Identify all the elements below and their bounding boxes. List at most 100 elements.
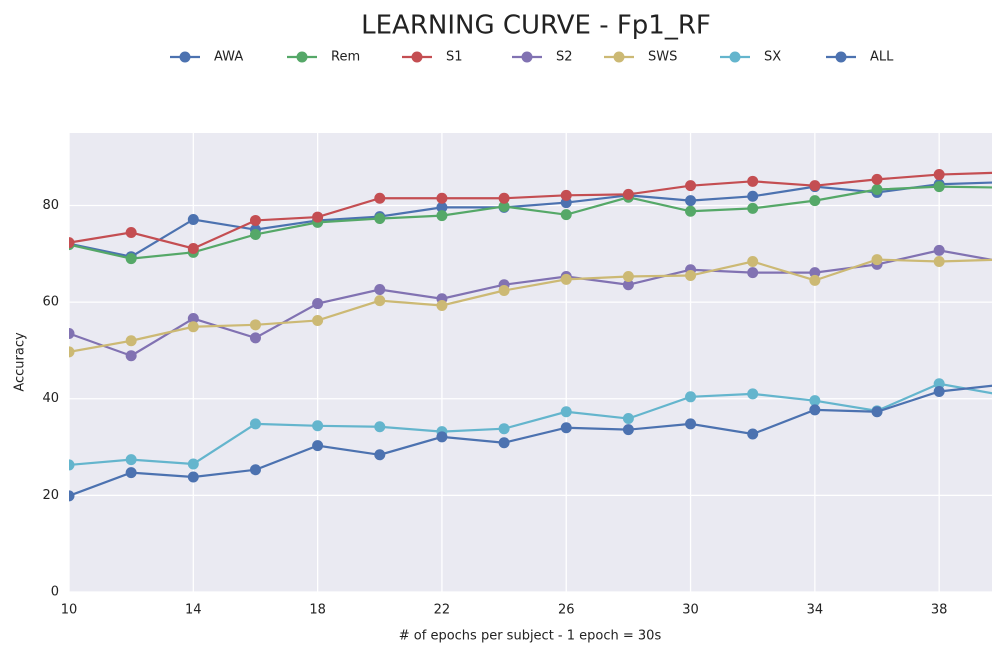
data-point xyxy=(69,346,75,358)
data-point xyxy=(685,205,697,217)
data-point xyxy=(622,424,634,436)
data-point xyxy=(871,173,883,185)
data-point xyxy=(933,378,945,390)
data-point xyxy=(871,184,883,196)
data-point xyxy=(747,428,759,440)
data-point xyxy=(560,273,572,285)
legend-label: SWS xyxy=(648,50,677,65)
series-line xyxy=(69,384,992,497)
legend-marker xyxy=(835,51,847,63)
x-tick-label: 26 xyxy=(558,603,575,618)
data-point xyxy=(69,237,75,249)
data-point xyxy=(809,267,821,279)
y-tick-label: 60 xyxy=(42,295,59,310)
data-point xyxy=(436,201,448,213)
data-point xyxy=(374,213,386,225)
data-point xyxy=(622,279,634,291)
x-axis-label: # of epochs per subject - 1 epoch = 30s xyxy=(399,629,662,644)
data-point xyxy=(622,188,634,200)
data-point xyxy=(249,332,261,344)
data-point xyxy=(933,181,945,193)
data-point xyxy=(69,328,75,340)
legend-marker xyxy=(296,51,308,63)
data-point xyxy=(125,253,137,265)
data-point xyxy=(187,213,199,225)
data-point xyxy=(560,189,572,201)
data-point xyxy=(436,192,448,204)
y-tick-label: 20 xyxy=(42,488,59,503)
legend-label: Rem xyxy=(331,50,360,65)
data-point xyxy=(125,350,137,362)
legend-label: AWA xyxy=(214,50,243,65)
x-tick-label: 38 xyxy=(931,603,948,618)
data-point xyxy=(871,254,883,266)
data-point xyxy=(560,422,572,434)
data-point xyxy=(747,190,759,202)
data-point xyxy=(809,195,821,207)
data-point xyxy=(374,449,386,461)
data-point xyxy=(249,228,261,240)
data-point xyxy=(436,210,448,222)
data-point xyxy=(809,180,821,192)
legend-label: SX xyxy=(764,50,781,65)
data-point xyxy=(685,391,697,403)
data-point xyxy=(560,406,572,418)
data-point xyxy=(312,211,324,223)
data-point xyxy=(747,388,759,400)
y-tick-label: 0 xyxy=(51,585,59,600)
data-point xyxy=(69,459,75,471)
data-point xyxy=(312,314,324,326)
data-point xyxy=(187,242,199,254)
data-point xyxy=(436,299,448,311)
data-point xyxy=(187,458,199,470)
data-point xyxy=(685,195,697,207)
x-tick-label: 22 xyxy=(434,603,451,618)
legend-marker xyxy=(613,51,625,63)
data-point xyxy=(249,214,261,226)
legend-label: S2 xyxy=(556,50,573,65)
data-point xyxy=(622,413,634,425)
data-point xyxy=(374,421,386,433)
series-line xyxy=(69,181,992,258)
data-point xyxy=(685,270,697,282)
x-tick-label: 30 xyxy=(682,603,699,618)
y-tick-label: 80 xyxy=(42,198,59,213)
series-line xyxy=(69,185,992,260)
data-point xyxy=(498,285,510,297)
data-point xyxy=(187,321,199,333)
legend-marker xyxy=(729,51,741,63)
data-point xyxy=(747,267,759,279)
data-point xyxy=(125,227,137,239)
data-point xyxy=(498,200,510,212)
data-point xyxy=(312,298,324,310)
data-point xyxy=(125,467,137,479)
data-point xyxy=(374,192,386,204)
data-point xyxy=(809,404,821,416)
data-point xyxy=(69,490,75,502)
data-point xyxy=(374,284,386,296)
x-tick-label: 14 xyxy=(185,603,202,618)
data-point xyxy=(747,202,759,214)
data-point xyxy=(933,244,945,256)
data-point xyxy=(685,418,697,430)
data-point xyxy=(187,313,199,325)
data-point xyxy=(249,418,261,430)
data-point xyxy=(312,420,324,432)
data-point xyxy=(125,335,137,347)
legend-marker xyxy=(521,51,533,63)
data-point xyxy=(933,256,945,268)
legend-marker xyxy=(411,51,423,63)
data-point xyxy=(312,440,324,452)
data-point xyxy=(560,209,572,221)
data-point xyxy=(933,385,945,397)
data-point xyxy=(933,169,945,181)
data-point xyxy=(249,319,261,331)
plot-area xyxy=(69,133,992,592)
series-line xyxy=(69,249,992,357)
chart-title: LEARNING CURVE - Fp1_RF xyxy=(361,11,711,41)
data-point xyxy=(187,471,199,483)
data-point xyxy=(436,431,448,443)
legend-label: ALL xyxy=(870,50,894,65)
data-point xyxy=(809,395,821,407)
